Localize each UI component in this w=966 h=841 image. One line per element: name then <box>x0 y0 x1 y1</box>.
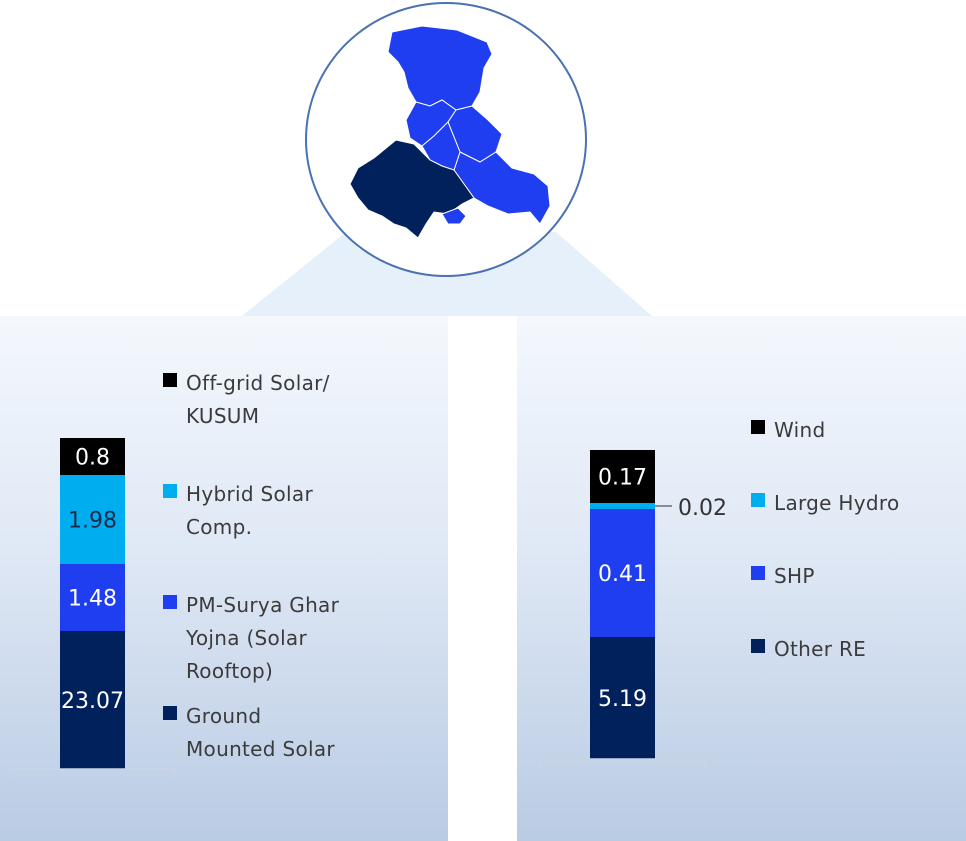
bar-value-label: 0.41 <box>598 562 647 587</box>
bar-value-label: 5.19 <box>598 687 647 712</box>
legend-label: Other RE <box>774 637 867 661</box>
legend-swatch <box>751 420 765 434</box>
legend-item: Ground Mounted Solar <box>163 700 335 766</box>
legend-swatch <box>751 566 765 580</box>
legend-label: Wind <box>774 418 826 442</box>
bar-value-label: 23.07 <box>61 689 124 714</box>
map-highlighted-state <box>349 139 475 239</box>
legend-item: SHP <box>751 560 815 593</box>
legend-label: Large Hydro <box>774 491 900 515</box>
legend-swatch <box>751 639 765 653</box>
legend-item: Large Hydro <box>751 487 900 520</box>
left-stacked-bar-chart: 0.8 1.98 1.48 23.07 <box>9 438 176 778</box>
legend-label: SHP <box>774 564 815 588</box>
legend-swatch <box>163 373 177 387</box>
bar-segment-2 <box>590 503 655 509</box>
legend-item: PM-Surya Ghar Yojna (Solar Rooftop) <box>163 589 339 688</box>
legend-item: Wind <box>751 414 825 447</box>
bar-segment-4 <box>590 637 655 759</box>
bar-value-label: 1.98 <box>68 509 117 534</box>
bar-segment-2 <box>60 475 125 564</box>
bar-segment-4 <box>60 631 125 769</box>
bar-value-label-outside: 0.02 <box>678 496 727 521</box>
legend-item: Off-grid Solar/KUSUM <box>163 367 330 433</box>
legend-label: PM-Surya Ghar Yojna (Solar Rooftop) <box>186 593 340 683</box>
legend-item: Other RE <box>751 633 866 666</box>
bar-segment-3 <box>590 509 655 637</box>
legend-swatch <box>163 484 177 498</box>
legend-label: Off-grid Solar/KUSUM <box>186 371 330 428</box>
legend-swatch <box>163 706 177 720</box>
bar-value-label: 0.17 <box>598 466 647 491</box>
bar-segment-3 <box>60 564 125 631</box>
region-map <box>349 25 551 239</box>
legend-label: Ground Mounted Solar <box>186 704 335 761</box>
legend-item: Hybrid Solar Comp. <box>163 478 313 544</box>
bar-value-label: 1.48 <box>68 587 117 612</box>
map-small-region <box>441 207 467 225</box>
bar-value-label: 0.8 <box>75 446 110 471</box>
axis-baseline <box>539 758 706 768</box>
legend-swatch <box>751 493 765 507</box>
bar-segment-1 <box>590 450 655 503</box>
legend-swatch <box>163 595 177 609</box>
legend-label: Hybrid Solar Comp. <box>186 482 313 539</box>
region-map-circle <box>305 2 587 277</box>
axis-baseline <box>9 768 176 778</box>
bar-segment-1 <box>60 438 125 475</box>
